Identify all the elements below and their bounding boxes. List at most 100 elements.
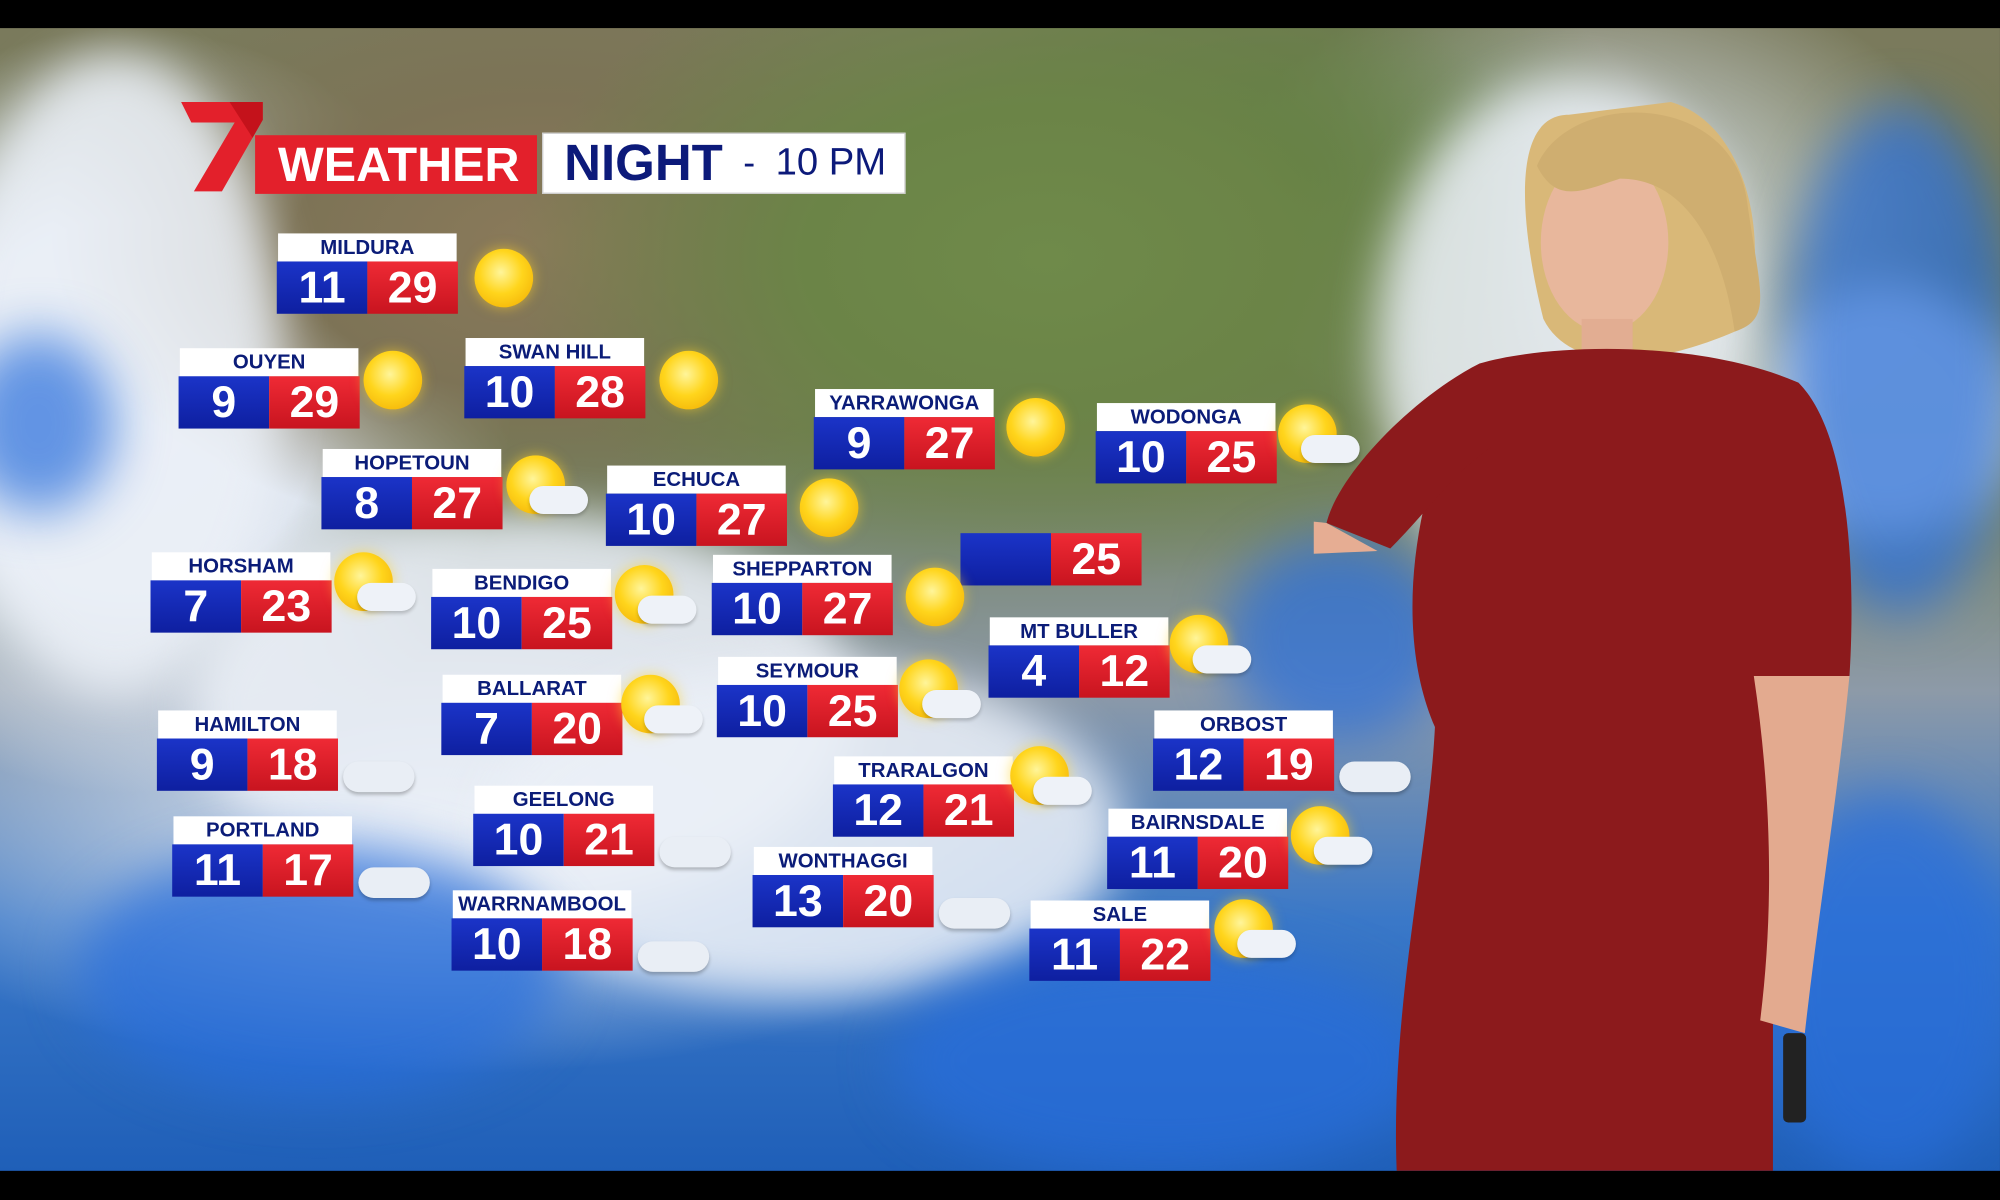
min-temperature: 10 [451, 918, 543, 971]
max-temperature: 29 [269, 376, 360, 429]
forecast-card-warrnambool: WARRNAMBOOL 10 18 [451, 890, 633, 971]
max-temperature: 25 [1051, 533, 1142, 586]
presenter-figure [1313, 102, 1852, 1171]
forecast-card-geelong: GEELONG 10 21 [473, 785, 655, 867]
max-temperature: 28 [554, 366, 646, 419]
temperature-row: 12 19 [1153, 738, 1335, 791]
forecast-card-hidden: 25 [960, 505, 1142, 586]
max-temperature: 25 [521, 596, 613, 650]
forecast-card-wodonga: WODONGA 10 25 [1095, 403, 1277, 484]
min-temperature: 13 [752, 874, 844, 928]
min-temperature: 11 [1107, 836, 1198, 890]
max-temperature: 19 [1243, 738, 1335, 791]
forecast-time: 10 PM [775, 141, 887, 184]
city-name: MT BULLER [989, 617, 1169, 646]
min-temperature: 10 [1095, 431, 1187, 484]
min-temperature: 10 [464, 366, 555, 419]
max-temperature: 20 [1197, 836, 1289, 890]
city-name: MILDURA [278, 233, 457, 262]
forecast-card-seymour: SEYMOUR 10 25 [716, 656, 898, 738]
max-temperature: 22 [1119, 928, 1211, 981]
temperature-row: 25 [960, 533, 1142, 586]
sun-cloud-icon [899, 659, 981, 719]
sun-cloud-icon [1214, 899, 1296, 958]
sun-icon [1006, 397, 1066, 457]
max-temperature: 27 [411, 477, 503, 530]
max-temperature: 27 [696, 493, 787, 546]
city-name: BALLARAT [442, 674, 622, 703]
temperature-row: 11 17 [172, 844, 354, 897]
forecast-card-bairnsdale: BAIRNSDALE 11 20 [1107, 808, 1289, 890]
temperature-row: 10 18 [451, 918, 633, 971]
forecast-card-mildura: MILDURA 11 29 [276, 233, 458, 314]
max-temperature: 27 [802, 582, 893, 636]
city-name: ECHUCA [607, 465, 786, 494]
temperature-row: 10 27 [711, 582, 893, 636]
max-temperature: 23 [241, 580, 332, 633]
temperature-row: 7 20 [441, 702, 623, 756]
city-name: WODONGA [1096, 403, 1276, 432]
max-temperature: 18 [247, 738, 339, 791]
max-temperature: 25 [807, 684, 898, 738]
sun-cloud-icon [1169, 614, 1252, 674]
min-temperature: 11 [172, 844, 263, 897]
city-name: HOPETOUN [322, 448, 502, 478]
forecast-title: NIGHT - 10 PM [542, 132, 906, 194]
sun-icon [799, 478, 859, 537]
temperature-row: 9 18 [156, 738, 339, 791]
min-temperature [960, 533, 1052, 586]
max-temperature: 21 [563, 813, 655, 867]
cloud-icon [1339, 761, 1411, 793]
city-name: SALE [1030, 900, 1210, 929]
city-name: OUYEN [179, 348, 359, 377]
sun-icon [363, 350, 423, 410]
temperature-row: 8 27 [321, 477, 503, 530]
max-temperature: 21 [923, 784, 1015, 837]
forecast-card-yarrawonga: YARRAWONGA 9 27 [813, 389, 995, 470]
sun-cloud-icon [1010, 746, 1092, 805]
forecast-card-traralgon: TRARALGON 12 21 [832, 756, 1015, 837]
min-temperature: 10 [605, 493, 697, 546]
temperature-row: 9 29 [178, 376, 360, 429]
forecast-card-ouyen: OUYEN 9 29 [178, 348, 360, 429]
min-temperature: 7 [150, 580, 242, 633]
max-temperature: 20 [531, 702, 623, 756]
sun-cloud-icon [506, 455, 589, 515]
min-temperature: 9 [178, 376, 270, 429]
min-temperature: 11 [1029, 928, 1120, 981]
city-name: TRARALGON [834, 756, 1013, 785]
temperature-row: 11 22 [1029, 928, 1211, 981]
temperature-row: 4 12 [988, 645, 1170, 698]
min-temperature: 9 [813, 417, 905, 470]
city-name: GEELONG [474, 785, 654, 814]
city-name: WONTHAGGI [753, 846, 933, 875]
forecast-card-mt-buller: MT BULLER 4 12 [988, 617, 1170, 698]
min-temperature: 9 [156, 738, 248, 791]
max-temperature: 25 [1186, 431, 1277, 484]
max-temperature: 12 [1079, 645, 1170, 698]
seven-logo-icon [181, 102, 263, 192]
sun-cloud-icon [1278, 404, 1360, 464]
forecast-card-shepparton: SHEPPARTON 10 27 [711, 554, 893, 636]
sun-icon [905, 567, 965, 627]
city-name: HAMILTON [158, 710, 337, 739]
forecast-card-swan-hill: SWAN HILL 10 28 [464, 338, 646, 419]
min-temperature: 11 [276, 261, 368, 314]
max-temperature: 20 [843, 874, 934, 928]
city-name: YARRAWONGA [815, 389, 994, 418]
cloud-icon [358, 867, 430, 898]
city-name: PORTLAND [173, 816, 353, 845]
min-temperature: 8 [321, 477, 412, 530]
city-name: SHEPPARTON [713, 554, 892, 583]
forecast-card-wonthaggi: WONTHAGGI 13 20 [752, 846, 934, 928]
weather-brand-label: WEATHER [255, 135, 538, 194]
city-name: BAIRNSDALE [1108, 808, 1287, 837]
forecast-card-hopetoun: HOPETOUN 8 27 [321, 448, 503, 530]
temperature-row: 10 21 [473, 813, 655, 867]
temperature-row: 12 21 [832, 784, 1015, 837]
max-temperature: 27 [904, 417, 995, 470]
city-name: ORBOST [1154, 710, 1333, 739]
max-temperature: 29 [367, 261, 458, 314]
cloud-icon [938, 897, 1011, 929]
max-temperature: 17 [262, 844, 354, 897]
